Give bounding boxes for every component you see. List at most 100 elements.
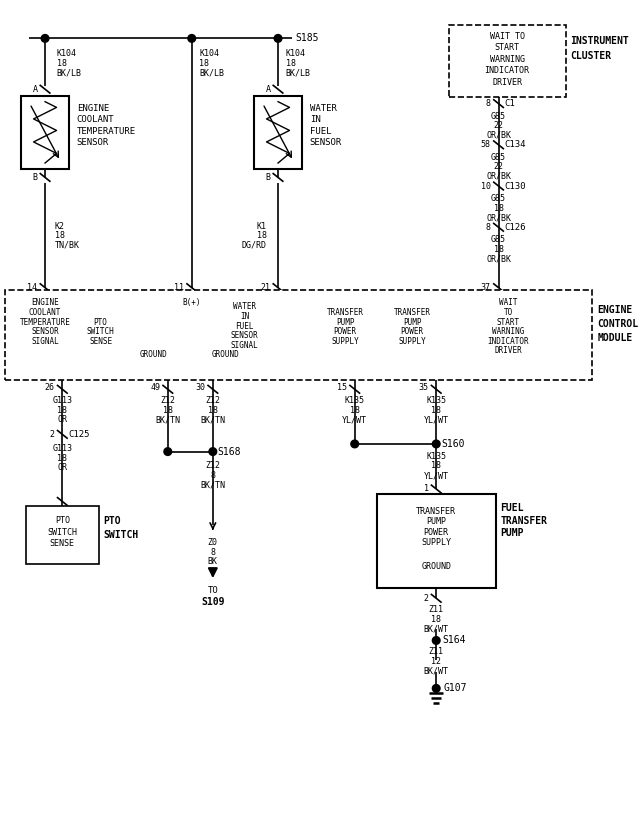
Bar: [254, 96, 302, 168]
Text: BK/TN: BK/TN: [156, 416, 180, 425]
Text: INDICATOR: INDICATOR: [487, 337, 529, 346]
Text: G85: G85: [491, 153, 506, 162]
Text: A: A: [266, 85, 270, 94]
Text: K135: K135: [426, 452, 446, 461]
Text: 18: 18: [431, 462, 441, 470]
Text: BK/TN: BK/TN: [200, 416, 225, 425]
Text: TRANSFER: TRANSFER: [416, 506, 456, 515]
Text: DRIVER: DRIVER: [494, 346, 522, 355]
Text: 22: 22: [493, 163, 504, 171]
Text: BK/TN: BK/TN: [200, 481, 225, 489]
Text: K104: K104: [56, 49, 77, 58]
Text: 15: 15: [337, 383, 347, 392]
Text: G113: G113: [52, 396, 72, 406]
Text: YL/WT: YL/WT: [342, 416, 367, 425]
Text: TEMPERATURE: TEMPERATURE: [77, 127, 136, 136]
Text: OR: OR: [58, 463, 67, 473]
Text: C125: C125: [68, 430, 90, 439]
Text: 12: 12: [431, 657, 441, 666]
Text: 18: 18: [431, 406, 441, 415]
Text: GROUND: GROUND: [421, 562, 451, 572]
Text: ENGINE: ENGINE: [31, 298, 59, 308]
Text: TRANSFER: TRANSFER: [394, 308, 431, 317]
Text: SUPPLY: SUPPLY: [332, 337, 359, 346]
Text: TEMPERATURE: TEMPERATURE: [20, 318, 70, 327]
Text: WARNING: WARNING: [490, 55, 525, 64]
Text: G113: G113: [52, 444, 72, 453]
Text: FUEL: FUEL: [500, 503, 524, 513]
Text: SWITCH: SWITCH: [47, 528, 77, 536]
Text: K104: K104: [200, 49, 220, 58]
Text: SUPPLY: SUPPLY: [421, 538, 451, 547]
Text: Z11: Z11: [429, 605, 444, 614]
Text: 18: 18: [200, 59, 209, 68]
Text: 8: 8: [211, 471, 215, 480]
Text: POWER: POWER: [333, 328, 356, 336]
Text: OR/BK: OR/BK: [486, 131, 511, 140]
Bar: [449, 25, 566, 97]
Text: GROUND: GROUND: [211, 350, 239, 360]
Text: 18: 18: [349, 406, 360, 415]
Text: 30: 30: [195, 383, 205, 392]
Text: 18: 18: [163, 406, 173, 415]
Text: K2: K2: [54, 222, 65, 230]
Circle shape: [188, 34, 196, 42]
Text: IN: IN: [310, 116, 321, 124]
Text: CONTROL: CONTROL: [597, 319, 638, 329]
Text: FUEL: FUEL: [310, 127, 331, 136]
Text: POWER: POWER: [401, 328, 424, 336]
Text: SENSE: SENSE: [89, 337, 112, 346]
Text: 11: 11: [174, 283, 184, 292]
Text: 18: 18: [285, 59, 296, 68]
Circle shape: [351, 440, 358, 447]
Text: B: B: [33, 173, 37, 182]
Text: 49: 49: [150, 383, 160, 392]
Text: 18: 18: [54, 231, 65, 241]
Text: 18: 18: [257, 231, 266, 241]
Text: A: A: [33, 85, 37, 94]
Bar: [26, 506, 99, 564]
Text: TO: TO: [504, 308, 513, 317]
Text: TN/BK: TN/BK: [54, 241, 79, 250]
Text: SENSE: SENSE: [50, 539, 75, 548]
Text: K135: K135: [426, 396, 446, 406]
Text: S109: S109: [201, 597, 225, 607]
Text: 2: 2: [50, 430, 54, 439]
Text: SENSOR: SENSOR: [31, 328, 59, 336]
Text: B(+): B(+): [182, 298, 201, 308]
Bar: [377, 494, 495, 587]
Text: 58: 58: [481, 140, 491, 149]
Text: 14: 14: [28, 283, 37, 292]
Circle shape: [41, 34, 49, 42]
Text: PUMP: PUMP: [500, 528, 524, 538]
Text: 35: 35: [419, 383, 429, 392]
Text: BK/LB: BK/LB: [200, 69, 225, 77]
Text: TRANSFER: TRANSFER: [326, 308, 364, 317]
Text: BK/LB: BK/LB: [285, 69, 310, 77]
Text: 26: 26: [45, 383, 54, 392]
Text: K135: K135: [345, 396, 365, 406]
Text: 22: 22: [493, 122, 504, 130]
Text: K1: K1: [257, 222, 266, 230]
Text: INSTRUMENT: INSTRUMENT: [570, 36, 629, 46]
Text: SIGNAL: SIGNAL: [230, 341, 259, 349]
Text: START: START: [495, 44, 520, 53]
Text: PTO: PTO: [55, 516, 70, 525]
Circle shape: [433, 440, 440, 447]
Text: YL/WT: YL/WT: [424, 416, 449, 425]
Text: C134: C134: [504, 140, 526, 149]
Text: Z12: Z12: [205, 396, 220, 406]
Text: WATER: WATER: [310, 104, 337, 113]
Text: ENGINE: ENGINE: [597, 305, 632, 315]
Text: 18: 18: [58, 406, 67, 415]
Text: CLUSTER: CLUSTER: [570, 50, 612, 60]
Text: YL/WT: YL/WT: [424, 471, 449, 480]
Text: 18: 18: [58, 454, 67, 463]
Text: 8: 8: [486, 223, 491, 232]
Text: SWITCH: SWITCH: [87, 328, 115, 336]
Text: PTO: PTO: [93, 318, 108, 327]
Text: PTO: PTO: [104, 515, 121, 525]
Text: OR: OR: [58, 416, 67, 425]
Text: IN: IN: [240, 312, 249, 321]
Text: SUPPLY: SUPPLY: [398, 337, 426, 346]
